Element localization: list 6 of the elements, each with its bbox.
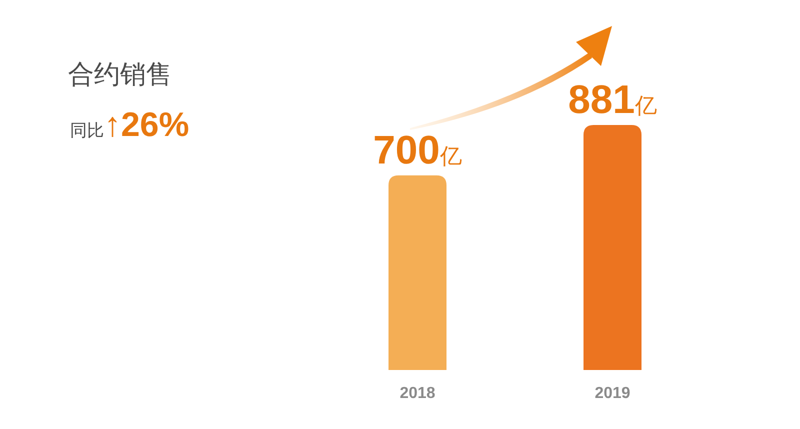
x-tick-label: 2018: [400, 385, 436, 402]
x-tick-label: 2019: [594, 385, 630, 402]
chart-subtitle: 同比↑26%: [70, 106, 190, 144]
data-label: 881亿: [568, 78, 657, 122]
data-label: 700亿: [373, 128, 462, 172]
chart-title: 合约销售: [68, 60, 172, 90]
